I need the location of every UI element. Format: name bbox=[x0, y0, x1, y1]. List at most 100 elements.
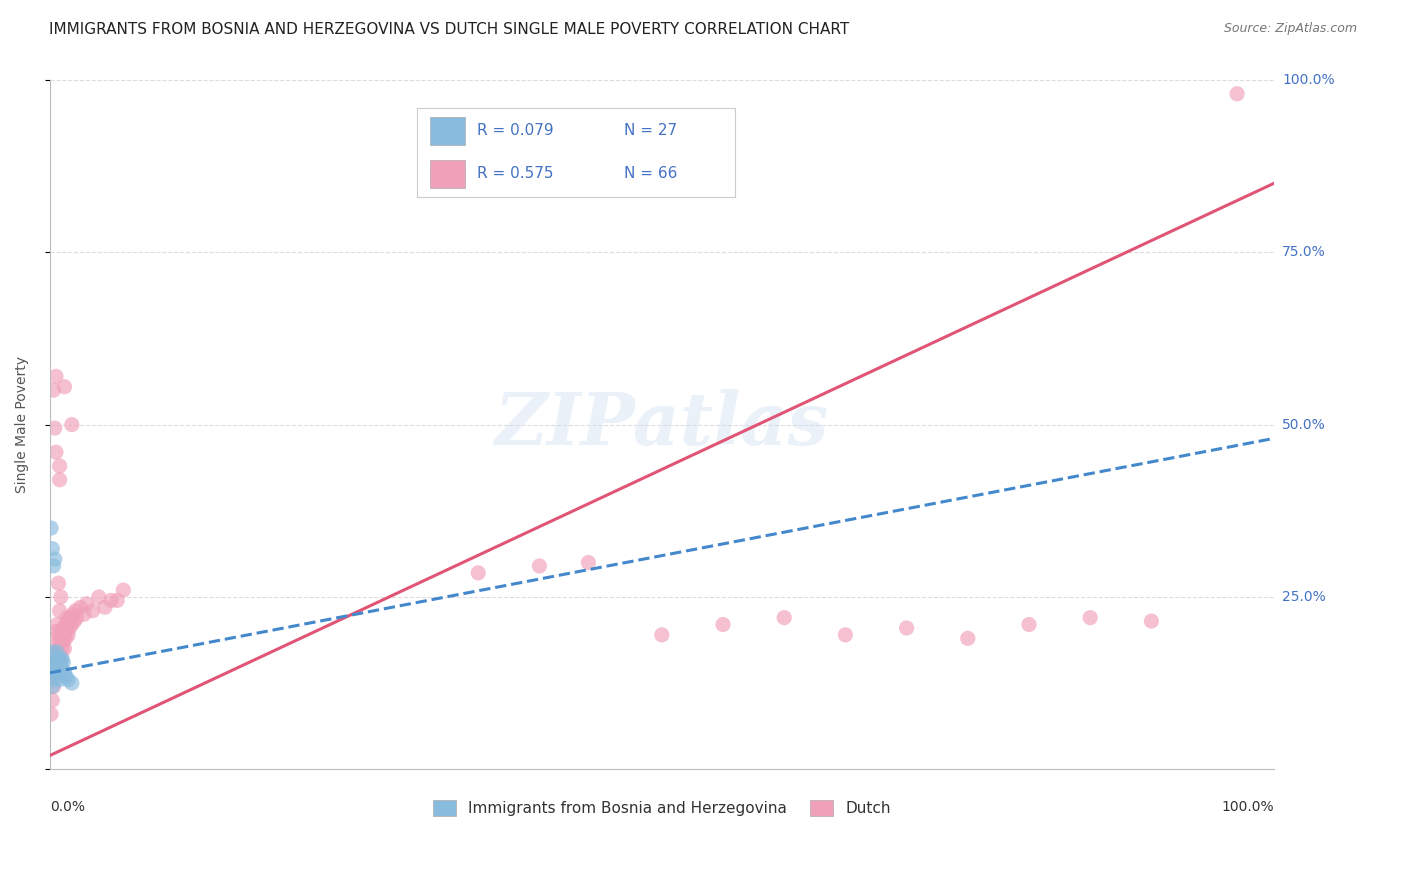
Point bbox=[45, 652, 67, 666]
Point bbox=[51, 641, 73, 656]
Text: 100.0%: 100.0% bbox=[1282, 73, 1334, 87]
Point bbox=[63, 614, 86, 628]
Point bbox=[42, 665, 65, 680]
Point bbox=[53, 380, 76, 394]
Point bbox=[956, 632, 979, 646]
Point bbox=[834, 628, 856, 642]
Text: 100.0%: 100.0% bbox=[1222, 800, 1274, 814]
Point bbox=[1078, 610, 1101, 624]
Point bbox=[52, 634, 75, 648]
Point bbox=[48, 576, 70, 591]
Point bbox=[60, 676, 83, 690]
Point bbox=[45, 624, 67, 639]
Point bbox=[69, 600, 91, 615]
Point bbox=[48, 665, 70, 680]
Point bbox=[1140, 614, 1163, 628]
Point bbox=[46, 645, 69, 659]
Point bbox=[48, 652, 70, 666]
Point bbox=[48, 628, 70, 642]
Point bbox=[41, 656, 63, 670]
Point bbox=[576, 556, 599, 570]
Text: IMMIGRANTS FROM BOSNIA AND HERZEGOVINA VS DUTCH SINGLE MALE POVERTY CORRELATION : IMMIGRANTS FROM BOSNIA AND HERZEGOVINA V… bbox=[49, 22, 849, 37]
Point bbox=[58, 673, 80, 687]
Point bbox=[49, 624, 72, 639]
Point bbox=[467, 566, 489, 580]
Point bbox=[49, 648, 72, 663]
Point bbox=[773, 610, 796, 624]
Point bbox=[94, 600, 117, 615]
Text: Source: ZipAtlas.com: Source: ZipAtlas.com bbox=[1223, 22, 1357, 36]
Point bbox=[44, 421, 66, 435]
Point bbox=[100, 593, 122, 607]
Point bbox=[46, 645, 69, 659]
Point bbox=[45, 445, 67, 459]
Point bbox=[42, 680, 65, 694]
Text: 75.0%: 75.0% bbox=[1282, 245, 1326, 260]
Point bbox=[58, 628, 80, 642]
Point bbox=[55, 669, 77, 683]
Point bbox=[44, 638, 66, 652]
Y-axis label: Single Male Poverty: Single Male Poverty bbox=[15, 356, 30, 493]
Point bbox=[51, 662, 73, 676]
Point bbox=[896, 621, 918, 635]
Point bbox=[62, 607, 84, 622]
Point bbox=[1018, 617, 1040, 632]
Point bbox=[45, 662, 67, 676]
Point bbox=[51, 652, 73, 666]
Point bbox=[41, 669, 63, 683]
Point bbox=[48, 656, 70, 670]
Point bbox=[49, 656, 72, 670]
Point bbox=[49, 590, 72, 604]
Point bbox=[44, 656, 66, 670]
Point bbox=[82, 604, 104, 618]
Point bbox=[52, 621, 75, 635]
Point bbox=[46, 617, 69, 632]
Point bbox=[39, 521, 62, 535]
Point bbox=[39, 665, 62, 680]
Point bbox=[60, 417, 83, 432]
Point bbox=[48, 604, 70, 618]
Point bbox=[42, 659, 65, 673]
Point bbox=[45, 369, 67, 384]
Point bbox=[55, 617, 77, 632]
Point bbox=[52, 656, 75, 670]
Legend: Immigrants from Bosnia and Herzegovina, Dutch: Immigrants from Bosnia and Herzegovina, … bbox=[426, 792, 898, 823]
Point bbox=[42, 383, 65, 397]
Point bbox=[112, 583, 135, 598]
Point bbox=[66, 610, 89, 624]
Point bbox=[87, 590, 110, 604]
Point bbox=[105, 593, 128, 607]
Point bbox=[59, 610, 82, 624]
Point bbox=[51, 632, 73, 646]
Point bbox=[45, 652, 67, 666]
Text: 50.0%: 50.0% bbox=[1282, 417, 1326, 432]
Point bbox=[56, 624, 79, 639]
Point bbox=[48, 473, 70, 487]
Point bbox=[44, 673, 66, 687]
Point bbox=[73, 607, 96, 622]
Point bbox=[48, 673, 70, 687]
Point bbox=[44, 552, 66, 566]
Point bbox=[44, 665, 66, 680]
Point bbox=[651, 628, 673, 642]
Point bbox=[529, 558, 551, 573]
Text: 25.0%: 25.0% bbox=[1282, 590, 1326, 604]
Point bbox=[53, 628, 76, 642]
Text: ZIPatlas: ZIPatlas bbox=[495, 389, 830, 460]
Point bbox=[76, 597, 98, 611]
Point bbox=[42, 558, 65, 573]
Point bbox=[56, 610, 79, 624]
Point bbox=[1226, 87, 1249, 101]
Point bbox=[48, 634, 70, 648]
Point bbox=[65, 604, 87, 618]
Point bbox=[39, 707, 62, 722]
Point bbox=[42, 645, 65, 659]
Point bbox=[55, 632, 77, 646]
Point bbox=[53, 641, 76, 656]
Point bbox=[60, 617, 83, 632]
Point bbox=[48, 641, 70, 656]
Point bbox=[41, 680, 63, 694]
Point bbox=[41, 541, 63, 556]
Point bbox=[46, 659, 69, 673]
Point bbox=[48, 656, 70, 670]
